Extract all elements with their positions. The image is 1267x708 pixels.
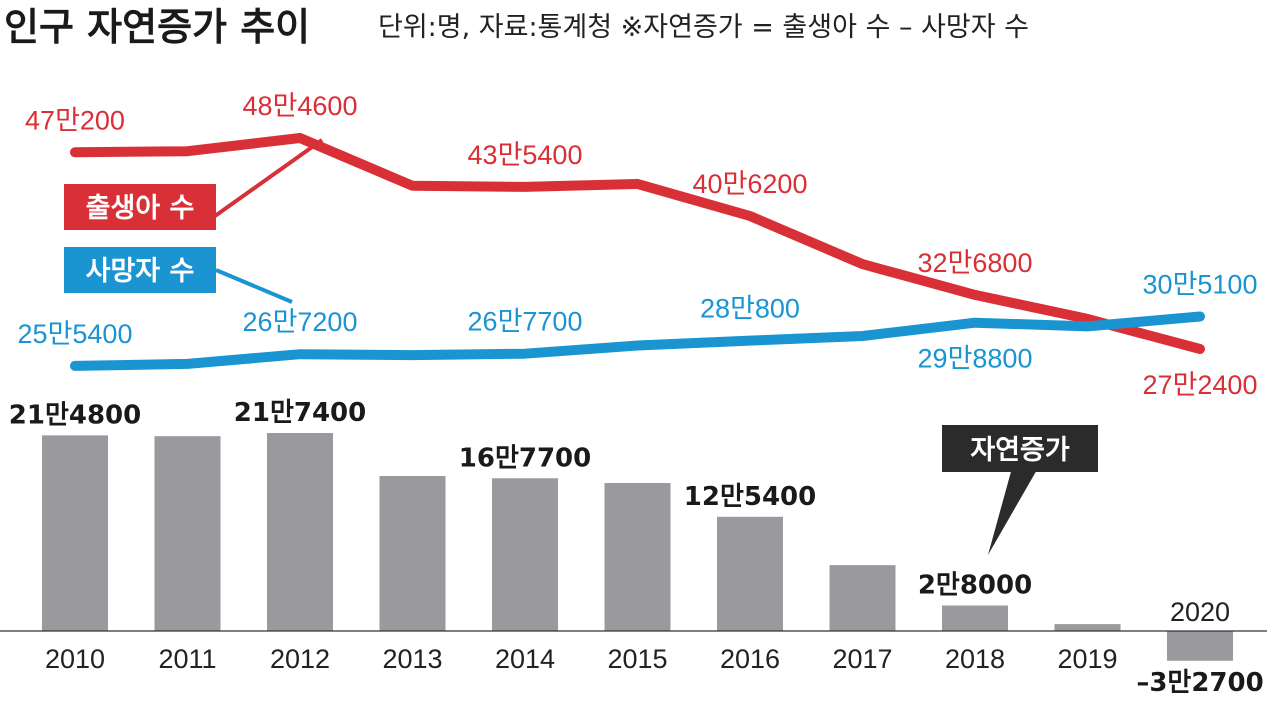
x-tick-2020: 2020	[1170, 597, 1230, 627]
natural-increase-callout-tail	[988, 468, 1038, 555]
x-tick-2013: 2013	[382, 644, 442, 674]
x-tick-2018: 2018	[945, 644, 1005, 674]
births-label-2012: 48만4600	[243, 91, 358, 121]
bar-2018	[942, 605, 1008, 631]
bar-2011	[154, 436, 221, 631]
deaths-label-2010: 25만5400	[18, 319, 133, 349]
x-tick-2012: 2012	[270, 644, 330, 674]
deaths-label-2018: 29만8800	[918, 344, 1033, 374]
natural-increase-callout-label: 자연증가	[970, 435, 1070, 466]
bar-2015	[604, 483, 671, 631]
x-tick-2015: 2015	[607, 644, 667, 674]
deaths-label-2012: 26만7200	[243, 307, 358, 337]
bar-label-2020: –3만2700	[1136, 668, 1263, 698]
chart-subtitle: 단위:명, 자료:통계청 ※자연증가 = 출생아 수 – 사망자 수	[378, 12, 1029, 43]
bar-label-2010: 21만4800	[9, 400, 141, 430]
bar-2019	[1054, 624, 1121, 631]
deaths-legend-box	[64, 247, 216, 293]
lines-layer	[70, 133, 1205, 371]
bar-label-2014: 16만7700	[459, 443, 591, 473]
x-tick-2010: 2010	[45, 644, 105, 674]
deaths-label-2020: 30만5100	[1143, 269, 1258, 299]
bar-2014	[492, 478, 558, 631]
x-tick-2019: 2019	[1057, 644, 1117, 674]
births-label-2016: 40만6200	[693, 169, 808, 199]
bar-label-2016: 12만5400	[684, 482, 816, 512]
bar-2010	[42, 435, 108, 631]
births-label-2020: 27만2400	[1143, 370, 1258, 400]
x-tick-2014: 2014	[495, 644, 555, 674]
bar-2017	[829, 565, 896, 631]
data-labels-layer: 47만200 48만4600 43만5400 40만6200 32만6800 27만240…	[9, 91, 1264, 698]
births-label-2010: 47만200	[25, 105, 125, 135]
bar-2020	[1167, 631, 1233, 661]
deaths-legend-label: 사망자 수	[86, 256, 195, 287]
births-legend-pointer	[213, 138, 324, 218]
x-tick-2016: 2016	[720, 644, 780, 674]
x-tick-2017: 2017	[832, 644, 892, 674]
births-legend-box	[64, 184, 216, 230]
births-legend-label: 출생아 수	[86, 193, 195, 224]
deaths-legend-pointer	[215, 268, 293, 304]
legend-layer: 출생아 수 사망자 수 자연증가	[64, 138, 1098, 555]
bar-2016	[717, 516, 783, 631]
births-label-2014: 43만5400	[468, 140, 583, 170]
deaths-label-2016: 28만800	[700, 294, 800, 324]
bar-2013	[379, 475, 446, 631]
deaths-label-2014: 26만7700	[468, 307, 583, 337]
bar-2012	[267, 433, 333, 631]
births-label-2018: 32만6800	[918, 248, 1033, 278]
bars-layer	[42, 433, 1233, 661]
chart-title: 인구 자연증가 추이	[4, 5, 310, 49]
x-axis-ticks: 2010 2011 2012 2013 2014 2015 2016 2017 2018 2019…	[45, 597, 1230, 674]
x-tick-2011: 2011	[158, 644, 216, 674]
natural-increase-callout-box	[942, 425, 1098, 472]
bar-label-2012: 21만7400	[234, 398, 366, 428]
bar-label-2018: 2만8000	[918, 570, 1032, 600]
